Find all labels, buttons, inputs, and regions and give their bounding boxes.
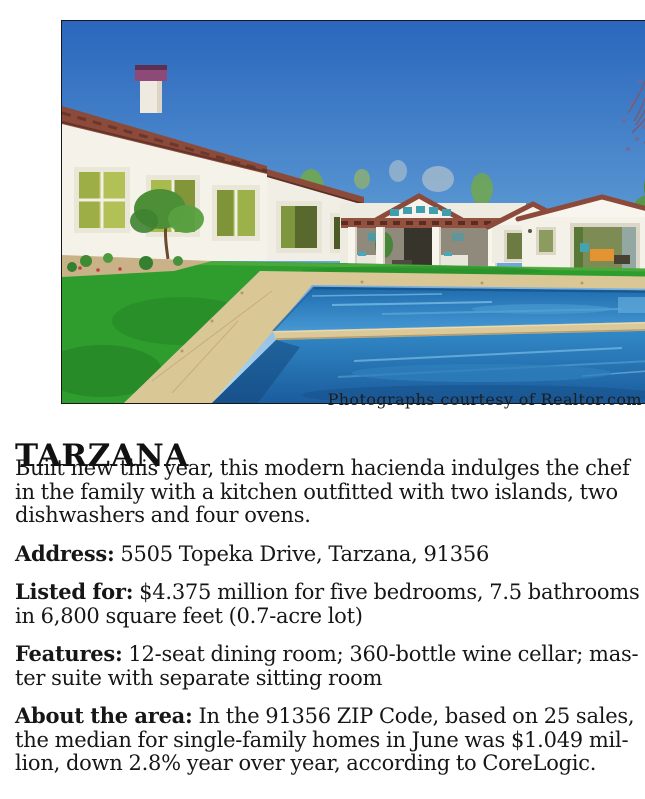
detail-text: 12-seat dining room; 360-bottle wine cel…: [128, 642, 639, 666]
bare-tree-twigs: [622, 79, 645, 151]
article-body: Built new this year, this modern haciend…: [15, 456, 641, 776]
detail-label: Features:: [15, 641, 123, 666]
hacienda-house: [61, 65, 645, 269]
detail-line: ter suite with separate sitting room: [15, 665, 383, 690]
detail-text: 5505 Topeka Drive, Tarzana, 91356: [120, 541, 490, 566]
detail-line: Features: 12-seat dining room; 360-bottl…: [15, 642, 641, 667]
photo-credit: Photographs courtesy of Realtor.com: [327, 390, 642, 409]
detail-line: Address: 5505 Topeka Drive, Tarzana, 913…: [15, 540, 641, 567]
swimming-pool: [212, 286, 645, 405]
garden-bed: [62, 189, 212, 277]
detail-item-features: Features: 12-seat dining room; 360-bottl…: [15, 642, 641, 690]
detail-label: Listed for:: [15, 579, 134, 604]
listing-photo-illustration: [42, 21, 645, 405]
detail-line: in 6,800 square feet (0.7-acre lot): [15, 603, 363, 628]
detail-line: About the area: In the 91356 ZIP Code, b…: [15, 704, 641, 729]
intro-line: in the family with a kitchen outfitted w…: [15, 479, 618, 504]
detail-text: In the 91356 ZIP Code, based on 25 sales…: [198, 704, 635, 728]
intro-line: dishwashers and four ovens.: [15, 503, 311, 527]
detail-label: Address:: [15, 540, 115, 566]
detail-line: the median for single-family homes in Ju…: [15, 727, 629, 752]
detail-item-address: Address: 5505 Topeka Drive, Tarzana, 913…: [15, 540, 641, 567]
detail-item-about-area: About the area: In the 91356 ZIP Code, b…: [15, 704, 641, 776]
pool-deck: [124, 271, 645, 403]
detail-text: $4.375 million for five bedrooms, 7.5 ba…: [139, 580, 640, 604]
listing-headline: TARZANA: [15, 437, 189, 474]
detail-label: About the area:: [15, 703, 193, 728]
intro-paragraph: Built new this year, this modern haciend…: [15, 456, 641, 528]
intro-line: Built new this year, this modern haciend…: [15, 456, 630, 480]
detail-item-listed-for: Listed for: $4.375 million for five bedr…: [15, 580, 641, 628]
detail-line: lion, down 2.8% year over year, accordin…: [15, 751, 597, 775]
detail-line: Listed for: $4.375 million for five bedr…: [15, 580, 641, 605]
listing-photo: [42, 20, 645, 405]
